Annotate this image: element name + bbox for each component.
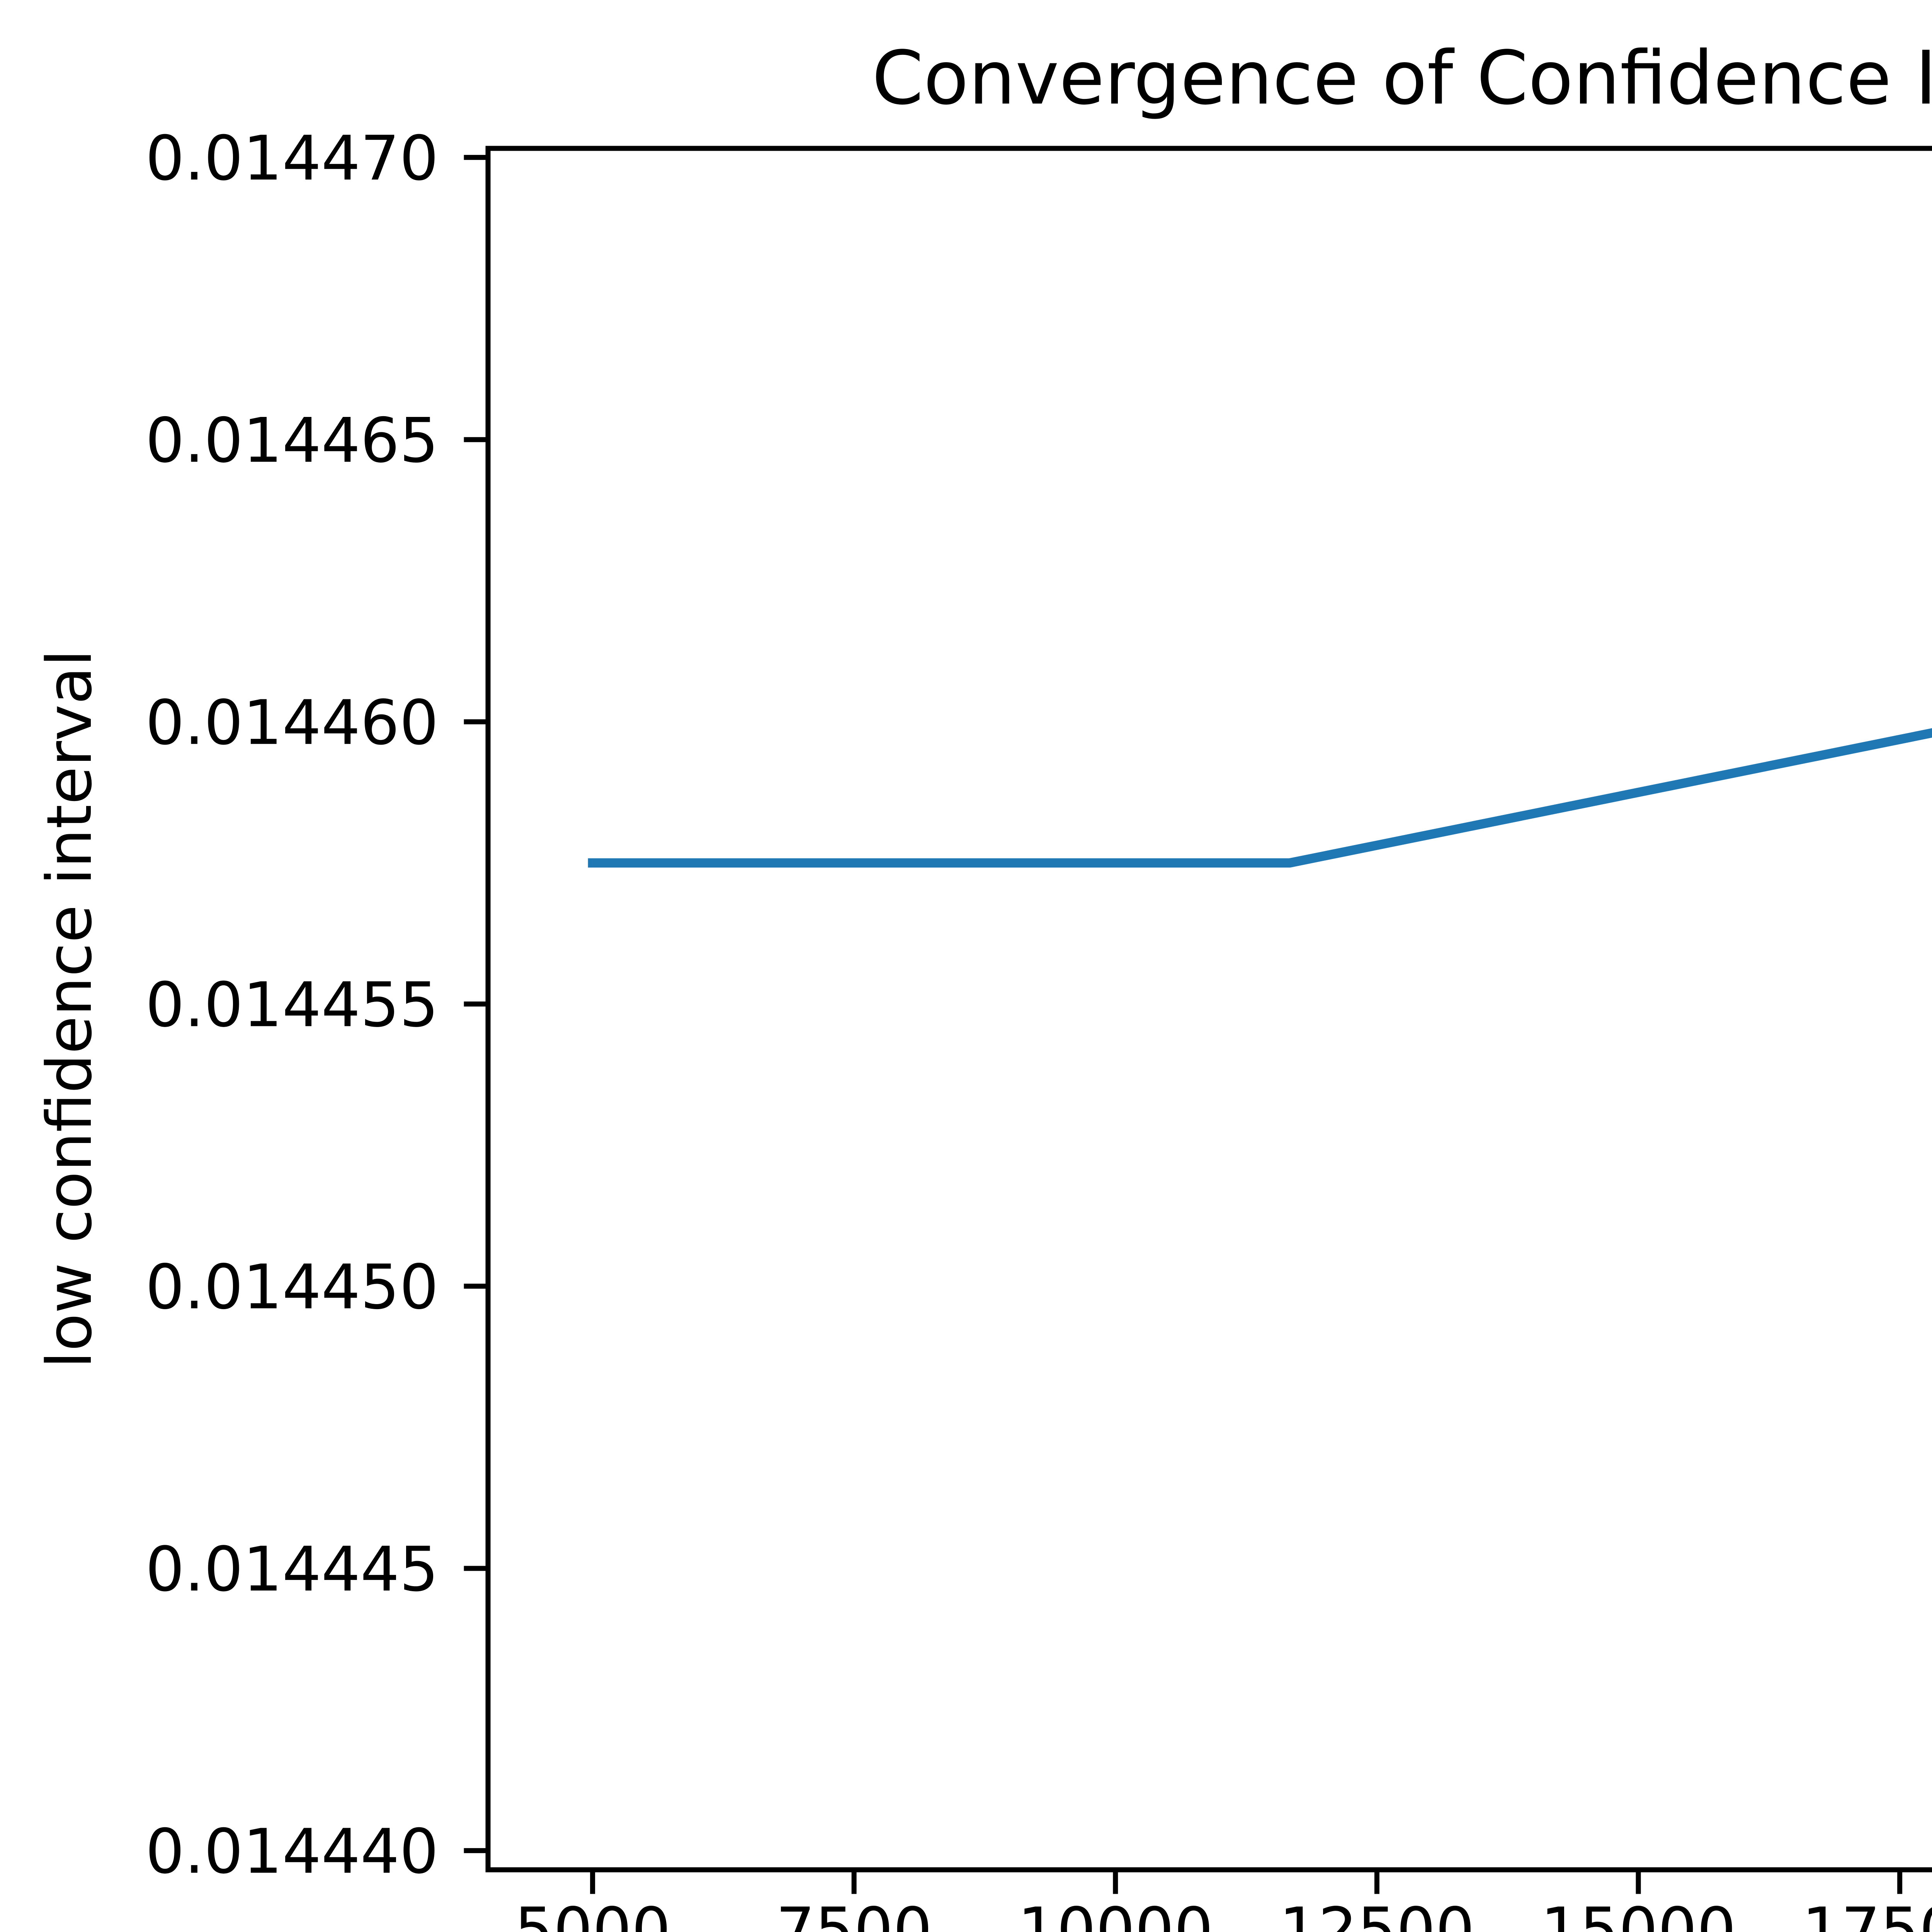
y-tick-label: 0.014445 [145, 1534, 439, 1605]
data-line [588, 728, 1932, 868]
chart-title: Convergence of Confidence Interval (low) [872, 36, 1932, 121]
y-tick-label: 0.014465 [145, 405, 439, 476]
x-tick-label: 15000 [1541, 1895, 1736, 1932]
y-tick-label: 0.014455 [145, 969, 439, 1041]
y-tick-label: 0.014450 [145, 1252, 439, 1323]
x-tick-label: 5000 [514, 1895, 671, 1932]
x-tick-label: 17500 [1802, 1895, 1932, 1932]
y-tick-label: 0.014460 [145, 687, 439, 759]
y-tick-label: 0.014440 [145, 1816, 439, 1888]
axes-spines [485, 146, 1932, 1872]
x-tick-label: 7500 [776, 1895, 932, 1932]
y-tick-label: 0.014470 [145, 123, 439, 194]
x-tick-label: 10000 [1018, 1895, 1213, 1932]
y-axis-label: low confidence interval [33, 650, 105, 1369]
plot-area: 5000750010000125001500017500200002250025… [145, 123, 1932, 1932]
x-tick-label: 12500 [1279, 1895, 1475, 1932]
